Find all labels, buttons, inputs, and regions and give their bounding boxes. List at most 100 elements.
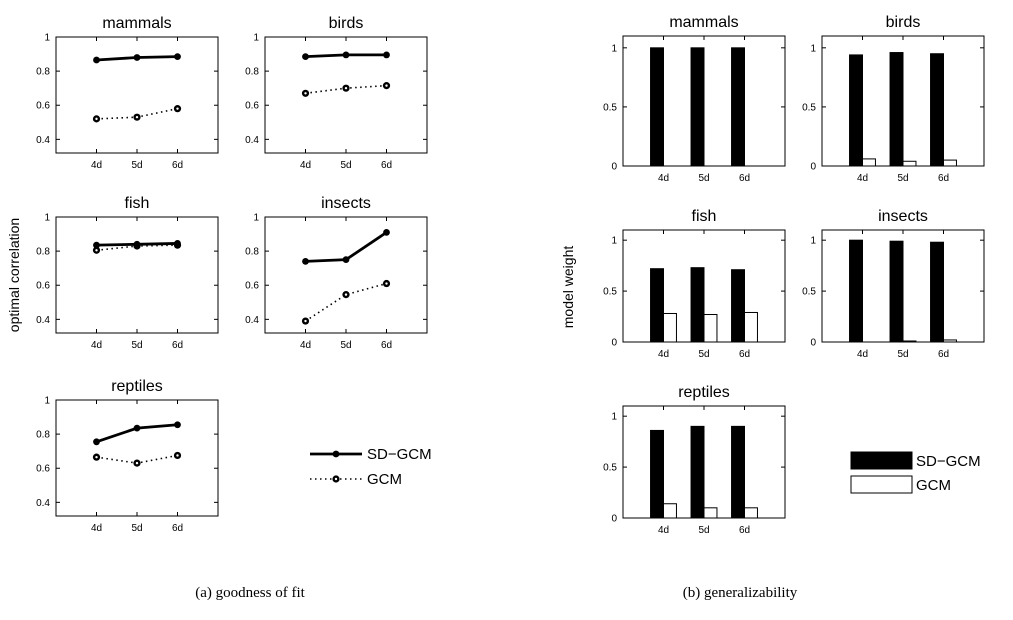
y-tick-label: 1 (611, 43, 617, 54)
x-tick-label: 5d (131, 340, 142, 351)
bar-sd-gcm (650, 268, 664, 343)
legend-marker-gcm-center (334, 477, 338, 481)
legend-goodness-of-fit: SD−GCM GCM (310, 446, 432, 488)
panel-fit-birds: birds 0.4 0.6 0.8 1 4d 5d 6d (245, 15, 428, 171)
point-sd-gcm (174, 53, 181, 61)
bar-sd-gcm (930, 241, 944, 343)
point-sd-gcm (383, 51, 390, 59)
point-gcm-center (385, 282, 388, 285)
y-tick-label: 1 (810, 43, 816, 54)
panel-title: mammals (669, 14, 738, 31)
point-sd-gcm (93, 56, 100, 64)
panel-title: insects (878, 208, 928, 225)
y-tick-label: 0.8 (245, 67, 259, 78)
bar-sd-gcm (849, 239, 863, 343)
point-sd-gcm (93, 438, 100, 446)
y-tick-label: 0 (810, 162, 816, 173)
y-tick-label: 1 (810, 236, 816, 247)
y-tick-label: 0.6 (36, 281, 50, 292)
bar-gcm (862, 158, 876, 167)
y-tick-label: 0.5 (603, 287, 617, 298)
bar-sd-gcm (731, 269, 745, 343)
y-tick-label: 0.4 (245, 315, 259, 326)
bar-gcm (902, 160, 917, 167)
y-tick-label: 0.5 (802, 102, 816, 113)
panel-fit-mammals: mammals 0.4 0.6 0.8 1 4d 5d 6d (36, 15, 219, 171)
point-sd-gcm (342, 51, 350, 59)
x-tick-label: 6d (381, 160, 392, 171)
x-tick-label: 5d (131, 160, 142, 171)
legend-swatch-sd-gcm (850, 451, 913, 470)
bar-gcm (703, 314, 718, 343)
y-tick-label: 0.4 (36, 498, 50, 509)
y-tick-label: 0.8 (36, 67, 50, 78)
x-tick-label: 4d (300, 160, 311, 171)
y-tick-label: 0 (611, 514, 617, 525)
legend-marker-sd-gcm (332, 450, 340, 458)
x-tick-label: 5d (698, 349, 709, 360)
bar-gcm (943, 339, 957, 343)
point-gcm-center (135, 461, 139, 465)
point-gcm-center (176, 454, 179, 457)
bar-sd-gcm (889, 52, 904, 167)
panel-frame (55, 399, 219, 517)
bar-sd-gcm (731, 425, 745, 519)
panel-title: birds (886, 14, 921, 31)
series-line-gcm (305, 282, 387, 322)
bar-sd-gcm (650, 429, 664, 519)
point-sd-gcm (342, 256, 350, 264)
panel-fit-fish: fish 0.4 0.6 0.8 1 4d 5d 6d (36, 195, 219, 351)
panel-frame (264, 216, 428, 334)
panel-title: fish (125, 195, 150, 212)
y-tick-label: 1 (253, 213, 259, 224)
point-sd-gcm (302, 53, 309, 61)
x-tick-label: 5d (897, 173, 908, 184)
y-tick-label: 0.6 (36, 101, 50, 112)
point-gcm-center (385, 84, 388, 87)
x-tick-label: 4d (658, 349, 669, 360)
panel-title: reptiles (678, 384, 730, 401)
panel-frame (55, 216, 219, 334)
y-tick-label: 1 (611, 236, 617, 247)
caption-goodness-of-fit: (a) goodness of fit (195, 585, 305, 601)
bar-sd-gcm (849, 54, 863, 167)
panel-gen-fish: fish 0 0.5 1 4d 5d 6d (603, 208, 786, 360)
y-tick-label: 0.6 (245, 101, 259, 112)
x-tick-label: 4d (857, 349, 868, 360)
bar-gcm (663, 312, 677, 343)
bar-sd-gcm (650, 47, 664, 167)
bar-sd-gcm (889, 240, 904, 343)
point-sd-gcm (174, 240, 181, 247)
ylabel-generalizability: model weight (560, 246, 576, 329)
point-gcm-center (95, 117, 98, 121)
x-tick-label: 4d (91, 523, 102, 534)
x-tick-label: 4d (658, 525, 669, 536)
bar-sd-gcm (690, 267, 705, 343)
y-tick-label: 0.8 (245, 247, 259, 258)
legend-label-gcm: GCM (916, 477, 951, 494)
y-tick-label: 0 (611, 338, 617, 349)
bar-gcm (744, 311, 758, 343)
point-gcm-center (176, 107, 179, 110)
point-sd-gcm (383, 228, 390, 236)
x-tick-label: 6d (172, 160, 183, 171)
bar-sd-gcm (930, 53, 944, 167)
x-tick-label: 5d (340, 160, 351, 171)
y-tick-label: 1 (44, 33, 50, 44)
point-gcm-center (344, 293, 348, 296)
point-gcm-center (344, 86, 348, 90)
bar-sd-gcm (690, 47, 705, 167)
point-gcm-center (304, 92, 307, 95)
legend-label-sd-gcm: SD−GCM (367, 446, 432, 463)
y-tick-label: 0.4 (36, 135, 50, 146)
x-tick-label: 6d (381, 340, 392, 351)
point-sd-gcm (93, 241, 100, 249)
y-tick-label: 0.5 (802, 287, 816, 298)
legend-swatch-gcm (850, 475, 913, 494)
x-tick-label: 5d (698, 525, 709, 536)
y-tick-label: 0.4 (245, 135, 259, 146)
y-tick-label: 0.6 (36, 464, 50, 475)
y-tick-label: 1 (44, 213, 50, 224)
panel-title: insects (321, 195, 371, 212)
panel-gen-reptiles: reptiles 0 0.5 1 4d 5d 6d (603, 384, 786, 536)
